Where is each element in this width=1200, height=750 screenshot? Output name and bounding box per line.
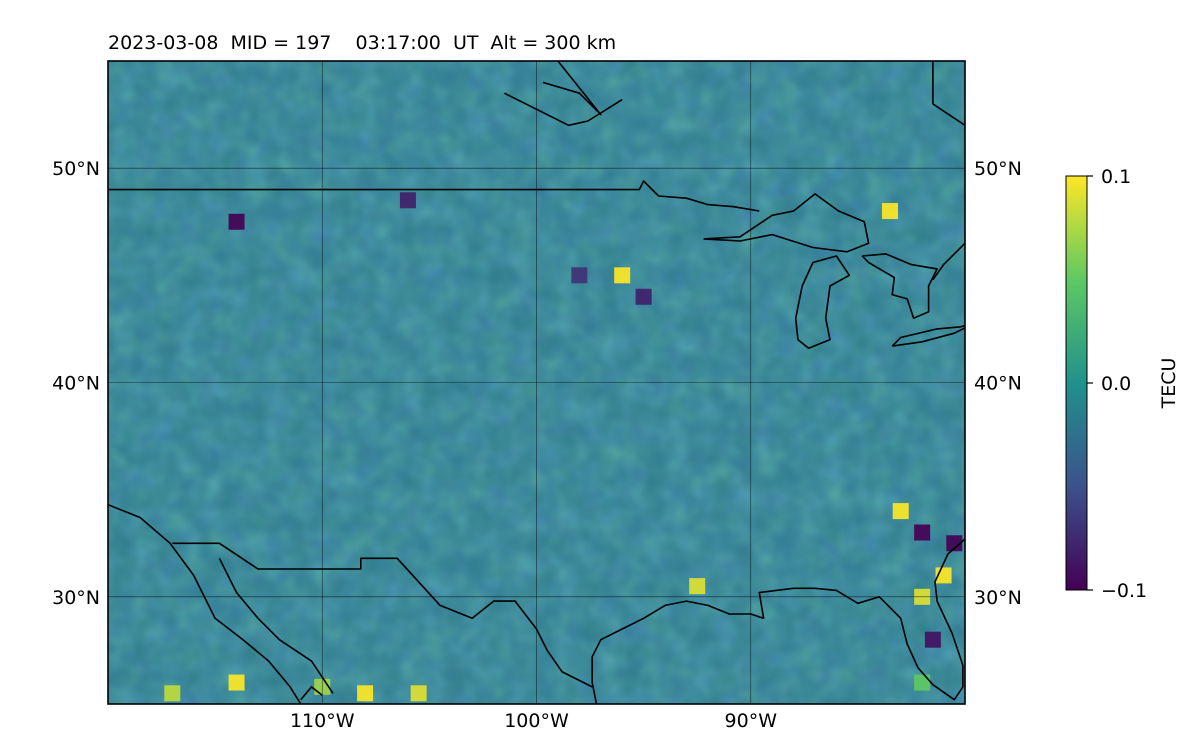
colorbar-ticks: 0.1 0.0 −0.1 (1087, 166, 1147, 602)
colorbar-tick-label: −0.1 (1101, 580, 1147, 602)
tec-hotspot (689, 578, 706, 595)
gridlines (108, 61, 965, 704)
y-tick-label-right: 40°N (974, 373, 1022, 395)
great-lakes-shoreline (932, 242, 965, 281)
tec-hotspot (410, 685, 427, 702)
tec-hotspot (357, 685, 374, 702)
colorbar-gradient (1065, 175, 1088, 591)
x-tick-label: 110°W (290, 710, 355, 732)
colorbar: 0.1 0.0 −0.1 TECU (1065, 166, 1180, 602)
coastline-upper (932, 61, 965, 128)
tec-hotspot (914, 524, 931, 541)
x-tick-label: 100°W (504, 710, 569, 732)
great-lakes-shoreline (703, 193, 870, 253)
colorbar-tick-label: 0.0 (1101, 373, 1131, 395)
y-tick-label-left: 40°N (52, 373, 100, 395)
tec-hotspot (571, 267, 588, 284)
x-tick-label: 90°W (725, 710, 778, 732)
tec-hotspot (914, 674, 931, 691)
tec-hotspot (946, 535, 963, 552)
colorbar-label: TECU (1158, 358, 1180, 410)
geography-lines (108, 61, 965, 704)
country-border (108, 180, 760, 212)
tec-hotspot (635, 288, 652, 305)
coastline (591, 538, 965, 704)
x-axis-ticks: 110°W 100°W 90°W (290, 710, 777, 732)
coastline (108, 503, 302, 704)
colorbar-tick-label: 0.1 (1101, 166, 1131, 188)
y-tick-label-right: 50°N (974, 158, 1022, 180)
y-tick-label-left: 50°N (52, 158, 100, 180)
tec-hotspot (228, 674, 245, 691)
y-tick-label-left: 30°N (52, 587, 100, 609)
tec-hotspot (614, 267, 631, 284)
great-lakes-shoreline (891, 324, 965, 347)
coastline (300, 686, 323, 701)
hudson-bay-shoreline (504, 92, 623, 127)
tec-hotspot (228, 213, 245, 230)
coastline (218, 557, 334, 694)
coastline (172, 542, 593, 688)
y-tick-label-right: 30°N (974, 587, 1022, 609)
y-axis-ticks: 50°N 50°N 40°N 40°N 30°N 30°N (52, 158, 1022, 609)
hudson-bay-shoreline (542, 61, 602, 116)
tec-hotspot (882, 203, 899, 220)
tec-hotspot (399, 192, 416, 209)
tec-hotspot (164, 685, 181, 702)
map-frame (107, 60, 966, 705)
great-lakes-shoreline (794, 255, 851, 349)
great-lakes-shoreline (861, 253, 938, 319)
map-plot-area (107, 60, 966, 705)
tec-hotspot (892, 503, 909, 520)
tec-hotspot (924, 631, 941, 648)
great-lakes-shoreline (964, 307, 965, 309)
chart-title: 2023-03-08 MID = 197 03:17:00 UT Alt = 3… (108, 32, 616, 54)
